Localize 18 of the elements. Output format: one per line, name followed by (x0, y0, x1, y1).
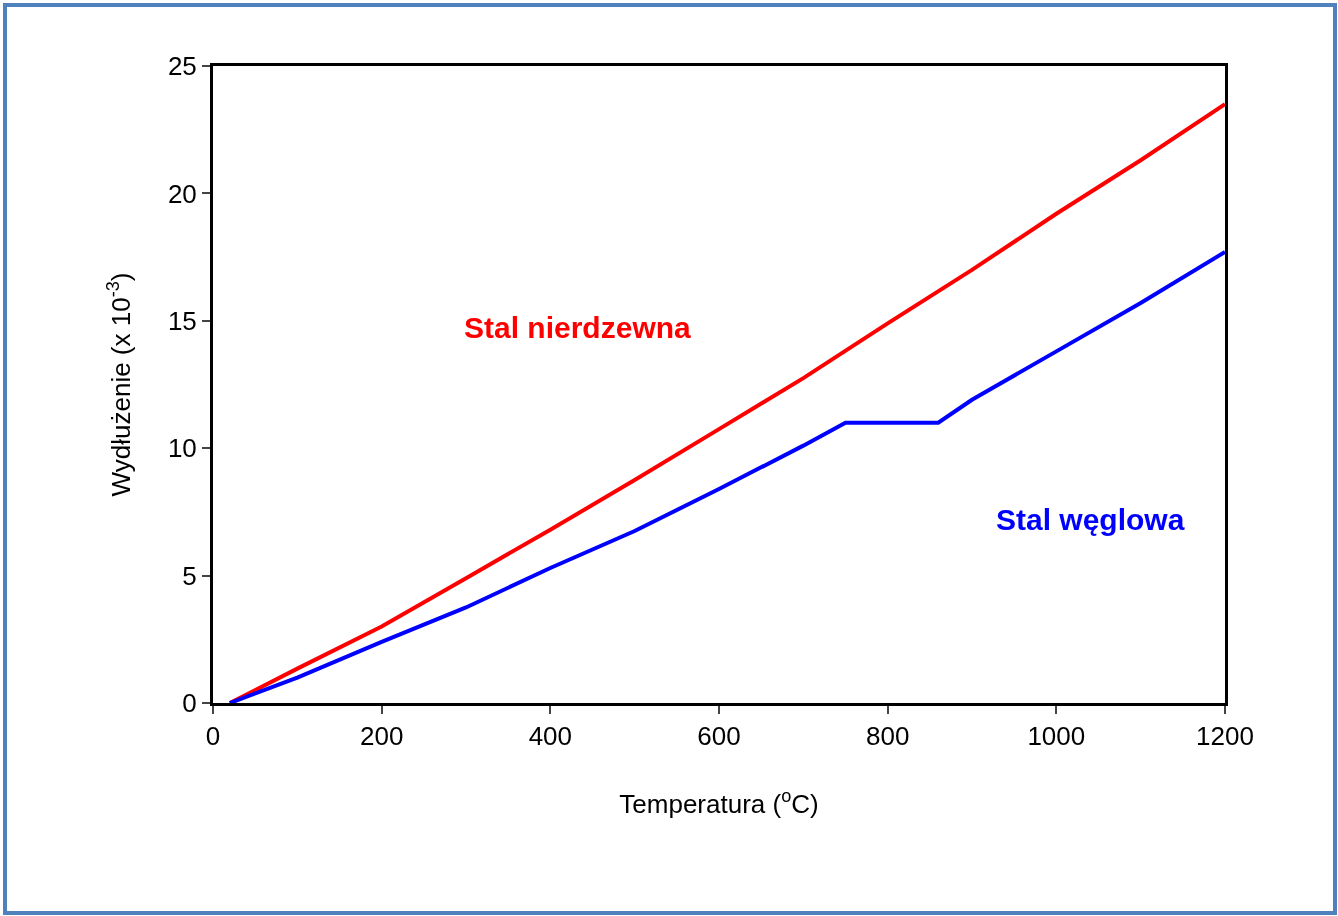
y-tick-label: 20 (167, 178, 197, 209)
text: Stal nierdzewna (464, 311, 692, 344)
x-tick-label: 600 (697, 721, 741, 752)
x-tick-label: 1000 (1027, 721, 1086, 752)
y-tick-label: 25 (167, 51, 197, 82)
y-tick-label: 5 (182, 560, 197, 591)
line-series (227, 250, 1225, 703)
x-axis-title: Temperatura ($^{o}$C) (619, 785, 819, 819)
y-tick-label: 10 (167, 433, 197, 464)
x-tick-label: 800 (865, 721, 910, 752)
text: Stal węglowa (996, 503, 1185, 536)
x-tick-label: 1200 (1196, 721, 1254, 752)
line-series (227, 102, 1225, 703)
y-tick-label: 15 (167, 305, 197, 336)
y-tick-label: 0 (182, 688, 197, 719)
x-tick-label: 0 (205, 721, 221, 752)
x-tick-label: 400 (528, 721, 573, 752)
x-tick-label: 200 (359, 721, 404, 752)
